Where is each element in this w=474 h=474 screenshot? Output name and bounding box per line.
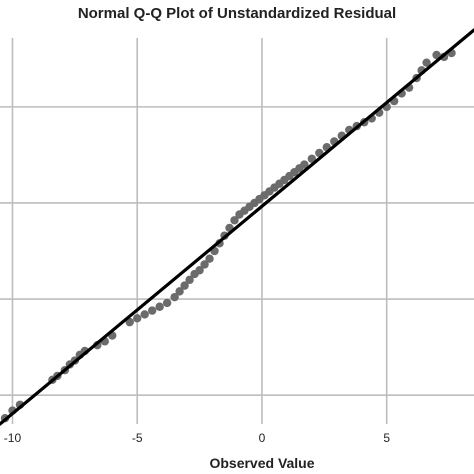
data-point-63	[432, 50, 441, 60]
data-point-16	[147, 306, 157, 315]
x-tick-label-3: 5	[383, 431, 390, 445]
data-point-62	[422, 58, 431, 67]
data-point-31	[230, 216, 239, 225]
data-point-13	[125, 317, 134, 327]
data-point-17	[155, 302, 164, 311]
x-tick-label-0: -10	[4, 431, 22, 445]
data-point-19	[170, 292, 179, 302]
data-point-26	[205, 254, 214, 263]
data-point-46	[307, 154, 317, 163]
data-point-25	[200, 260, 209, 269]
data-point-45	[300, 160, 309, 169]
x-tick-label-1: -5	[132, 431, 143, 445]
data-point-24	[195, 266, 204, 275]
chart-title: Normal Q-Q Plot of Unstandardized Residu…	[78, 5, 396, 22]
data-point-21	[180, 281, 189, 290]
reference-line	[0, 28, 474, 426]
data-point-14	[133, 314, 142, 323]
x-axis-label: Observed Value	[209, 455, 314, 471]
data-point-18	[162, 298, 172, 308]
data-point-20	[175, 287, 184, 296]
x-tick-labels: -10 -5 0 5	[4, 431, 391, 445]
data-point-22	[185, 275, 194, 285]
data-point-15	[140, 310, 149, 319]
x-tick-label-2: 0	[259, 431, 266, 445]
